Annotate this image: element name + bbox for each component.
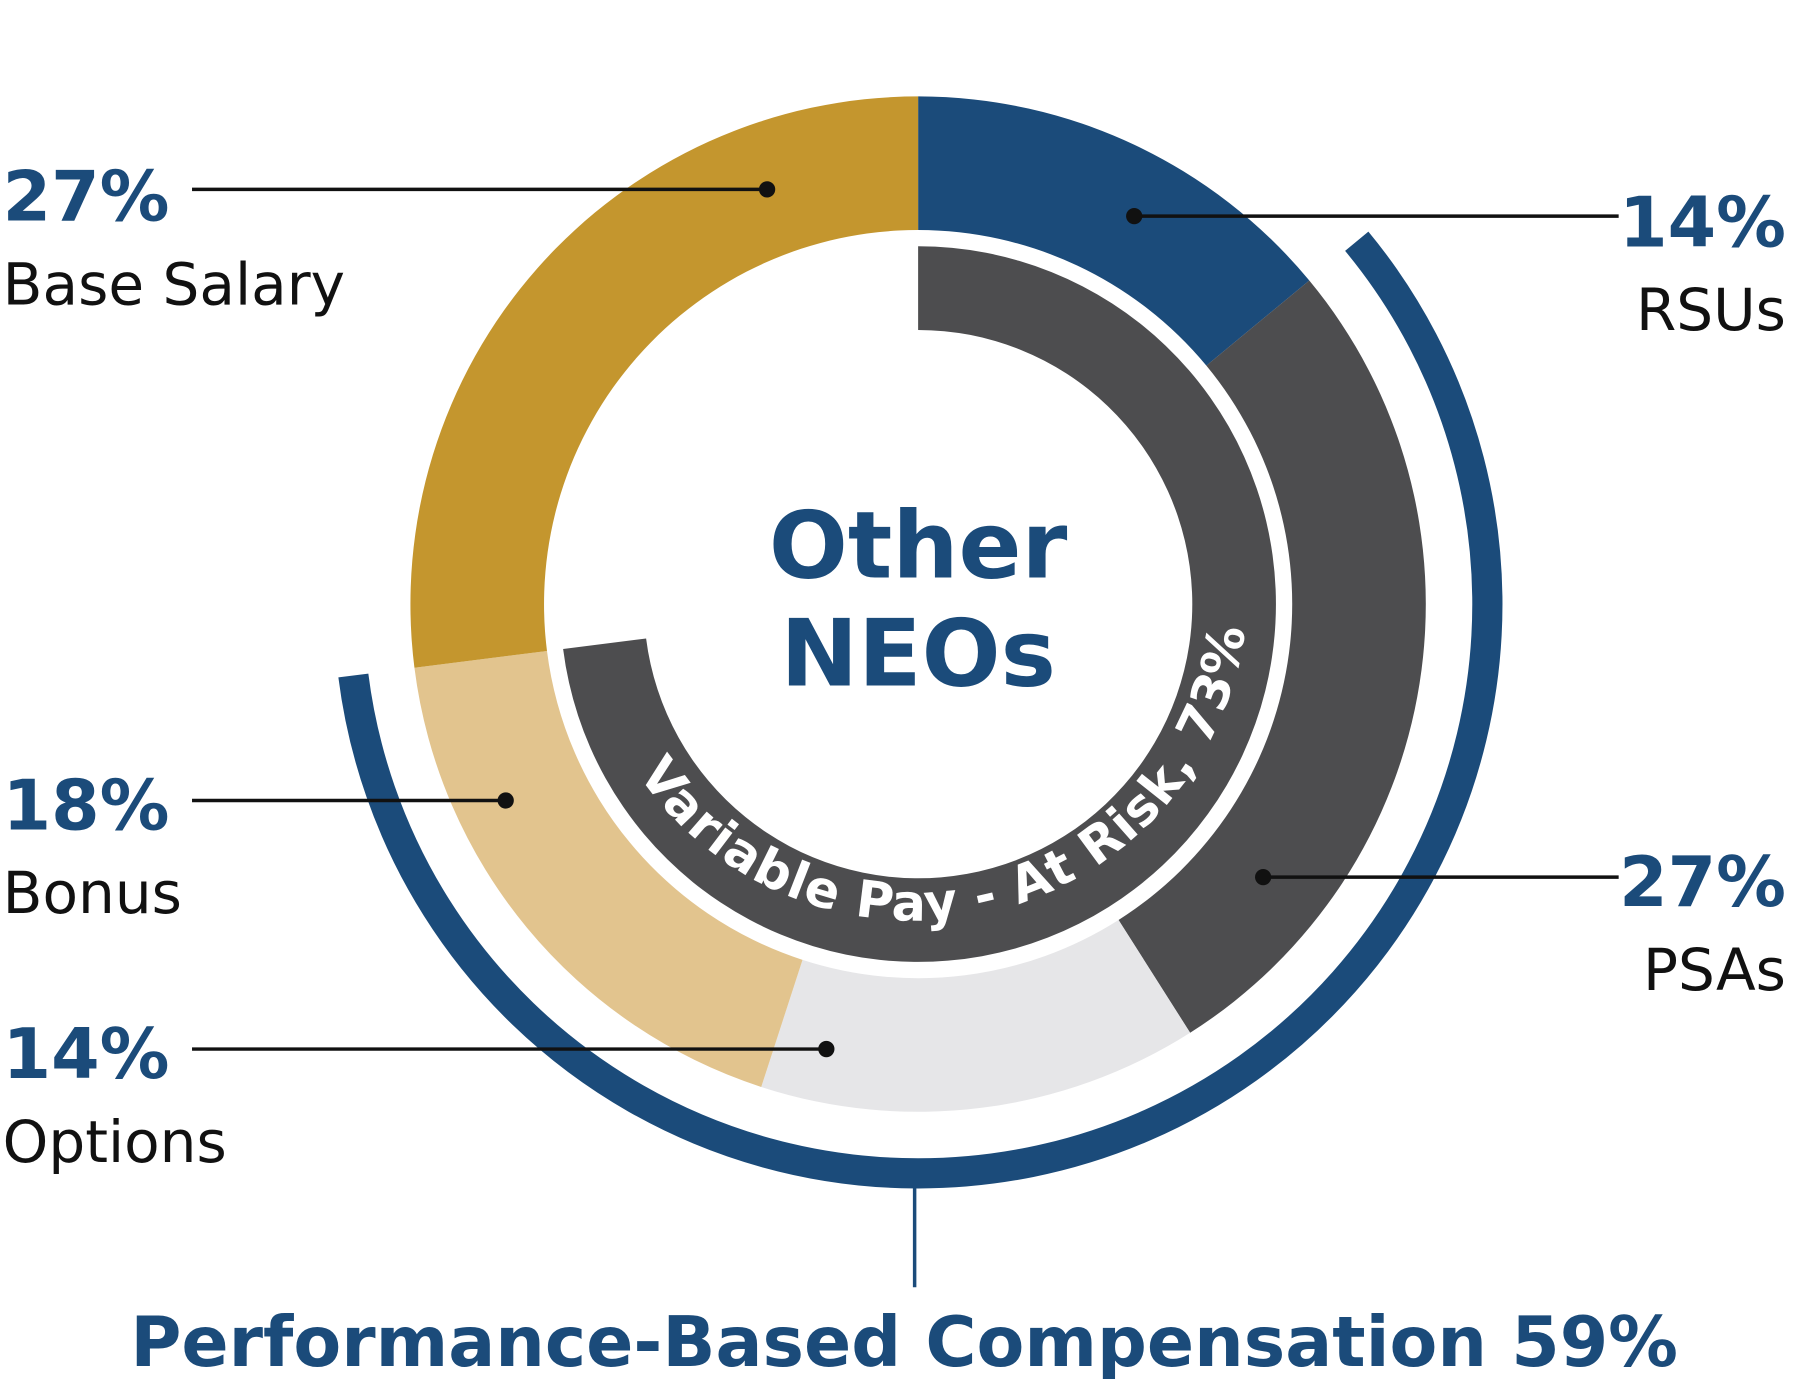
- leader-dot: [818, 1040, 835, 1058]
- category-label: Options: [3, 1108, 227, 1176]
- donut-segment: [761, 919, 1191, 1112]
- band-label: Performance-Based Compensation 59%: [130, 1302, 1678, 1379]
- leader-dot: [1126, 207, 1143, 225]
- donut-segment: [410, 96, 919, 668]
- donut-segment: [1118, 280, 1426, 1033]
- leader-dot: [1255, 868, 1272, 886]
- band-arc: [338, 231, 1503, 1189]
- value-label: 27%: [3, 157, 170, 238]
- leader-dot: [758, 181, 776, 198]
- category-label: Base Salary: [3, 250, 345, 318]
- donut-segment: [414, 650, 803, 1087]
- value-label: 14%: [3, 1014, 170, 1095]
- value-label: 27%: [1619, 842, 1786, 923]
- category-label: PSAs: [1643, 936, 1786, 1004]
- donut-segment: [918, 96, 1310, 366]
- center-label: Other: [769, 491, 1068, 599]
- value-label: 14%: [1619, 182, 1786, 263]
- value-label: 18%: [3, 765, 170, 846]
- leader-dot: [497, 792, 514, 809]
- center-label: NEOs: [780, 599, 1056, 707]
- category-label: Bonus: [3, 859, 182, 927]
- category-label: RSUs: [1636, 276, 1786, 344]
